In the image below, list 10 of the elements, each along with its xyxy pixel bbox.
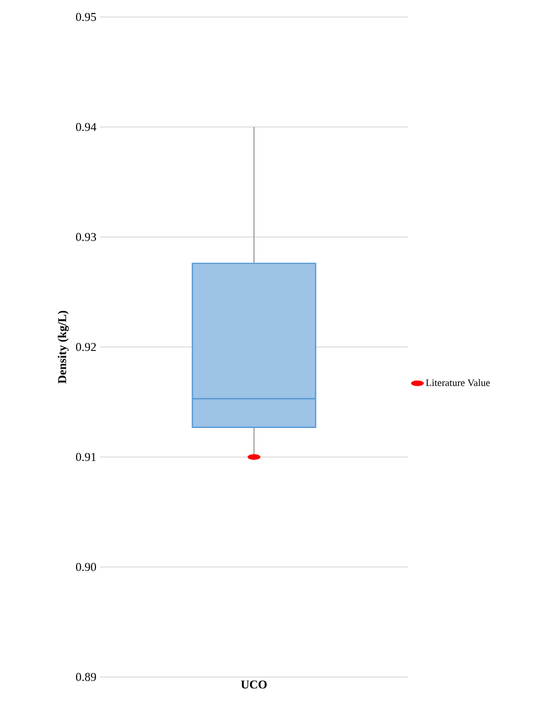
y-tick-label: 0.89 [76, 672, 96, 682]
y-tick-label: 0.91 [76, 452, 96, 462]
y-axis-title: Density (kg/L) [58, 310, 69, 384]
legend-label: Literature Value [426, 379, 490, 386]
y-tick-label: 0.92 [76, 342, 96, 352]
y-tick-label: 0.95 [76, 12, 96, 22]
y-tick-label: 0.93 [76, 232, 96, 242]
x-tick-label: UCO [241, 680, 267, 689]
y-tick-label: 0.94 [76, 122, 96, 132]
y-tick-label: 0.90 [76, 562, 96, 572]
